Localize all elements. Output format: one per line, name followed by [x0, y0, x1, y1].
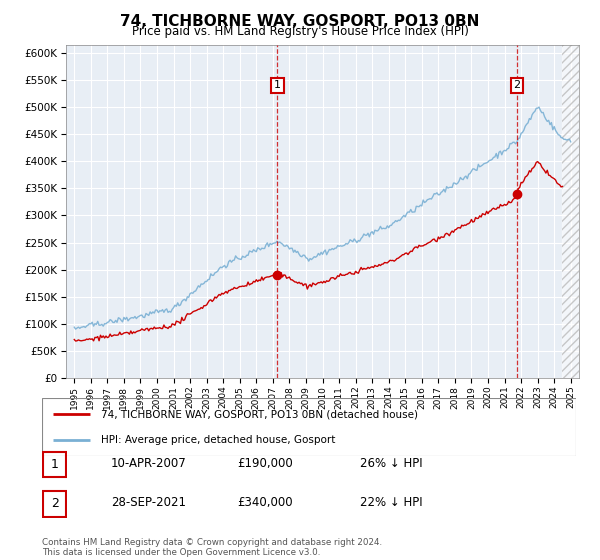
Text: 10-APR-2007: 10-APR-2007 [111, 457, 187, 470]
Text: 1: 1 [274, 81, 281, 90]
Text: 74, TICHBORNE WAY, GOSPORT, PO13 0BN: 74, TICHBORNE WAY, GOSPORT, PO13 0BN [121, 14, 479, 29]
Text: 2: 2 [514, 81, 521, 90]
Text: 26% ↓ HPI: 26% ↓ HPI [360, 457, 422, 470]
Text: Price paid vs. HM Land Registry's House Price Index (HPI): Price paid vs. HM Land Registry's House … [131, 25, 469, 38]
Bar [562, 45, 579, 378]
Bar [562, 45, 579, 378]
Text: 28-SEP-2021: 28-SEP-2021 [111, 496, 186, 510]
Text: HPI: Average price, detached house, Gosport: HPI: Average price, detached house, Gosp… [101, 435, 335, 445]
Text: 74, TICHBORNE WAY, GOSPORT, PO13 0BN (detached house): 74, TICHBORNE WAY, GOSPORT, PO13 0BN (de… [101, 409, 418, 419]
Text: 2: 2 [50, 497, 59, 510]
Text: 22% ↓ HPI: 22% ↓ HPI [360, 496, 422, 510]
Text: £190,000: £190,000 [237, 457, 293, 470]
Text: Contains HM Land Registry data © Crown copyright and database right 2024.
This d: Contains HM Land Registry data © Crown c… [42, 538, 382, 557]
Text: 1: 1 [50, 458, 59, 471]
Text: £340,000: £340,000 [237, 496, 293, 510]
